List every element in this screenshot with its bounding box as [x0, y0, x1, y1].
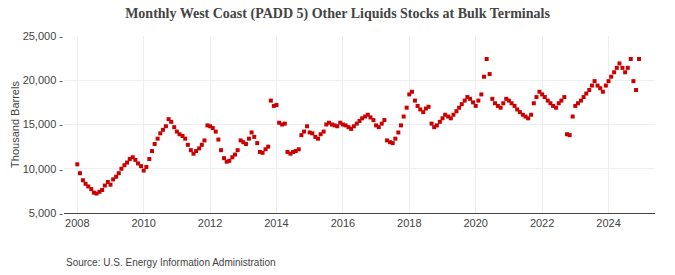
svg-text:25,000 -: 25,000 -: [23, 30, 64, 42]
svg-text:2008: 2008: [65, 217, 89, 229]
svg-text:2020: 2020: [463, 217, 487, 229]
svg-text:10,000 -: 10,000 -: [23, 163, 64, 175]
svg-text:2014: 2014: [264, 217, 288, 229]
svg-text:Source: U.S. Energy Informatio: Source: U.S. Energy Information Administ…: [66, 257, 276, 268]
svg-text:2018: 2018: [397, 217, 421, 229]
svg-text:2010: 2010: [131, 217, 155, 229]
svg-text:20,000 -: 20,000 -: [23, 74, 64, 86]
svg-text:Thousand Barrels: Thousand Barrels: [9, 81, 21, 168]
svg-text:2024: 2024: [596, 217, 620, 229]
svg-text:5,000 -: 5,000 -: [29, 207, 64, 219]
svg-text:2022: 2022: [530, 217, 554, 229]
svg-text:2016: 2016: [331, 217, 355, 229]
svg-text:Monthly West Coast (PADD 5) Ot: Monthly West Coast (PADD 5) Other Liquid…: [125, 6, 550, 22]
svg-text:2012: 2012: [198, 217, 222, 229]
svg-text:15,000 -: 15,000 -: [23, 118, 64, 130]
